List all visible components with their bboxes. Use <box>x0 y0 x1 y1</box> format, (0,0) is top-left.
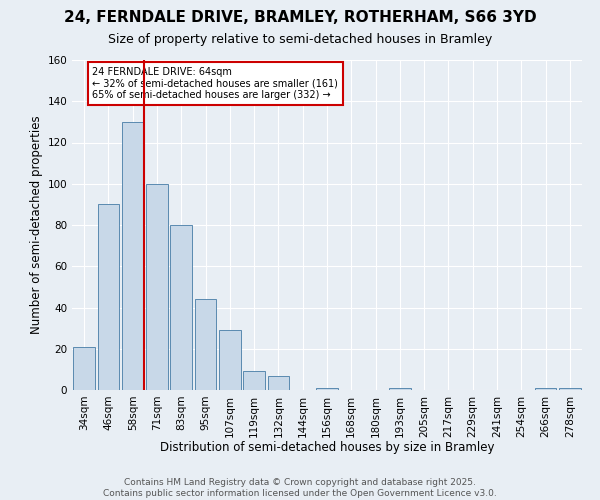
Bar <box>389 388 411 390</box>
Bar <box>170 225 192 390</box>
Text: 24 FERNDALE DRIVE: 64sqm
← 32% of semi-detached houses are smaller (161)
65% of : 24 FERNDALE DRIVE: 64sqm ← 32% of semi-d… <box>92 66 338 100</box>
Bar <box>535 388 556 390</box>
Bar <box>243 372 265 390</box>
Y-axis label: Number of semi-detached properties: Number of semi-detached properties <box>30 116 43 334</box>
Bar <box>559 388 581 390</box>
Text: Size of property relative to semi-detached houses in Bramley: Size of property relative to semi-detach… <box>108 32 492 46</box>
Bar <box>219 330 241 390</box>
Bar <box>97 204 119 390</box>
Text: Contains HM Land Registry data © Crown copyright and database right 2025.
Contai: Contains HM Land Registry data © Crown c… <box>103 478 497 498</box>
Text: 24, FERNDALE DRIVE, BRAMLEY, ROTHERHAM, S66 3YD: 24, FERNDALE DRIVE, BRAMLEY, ROTHERHAM, … <box>64 10 536 25</box>
Bar <box>122 122 143 390</box>
Bar <box>194 299 217 390</box>
Bar <box>316 388 338 390</box>
Bar <box>146 184 168 390</box>
Bar <box>268 376 289 390</box>
X-axis label: Distribution of semi-detached houses by size in Bramley: Distribution of semi-detached houses by … <box>160 441 494 454</box>
Bar <box>73 346 95 390</box>
